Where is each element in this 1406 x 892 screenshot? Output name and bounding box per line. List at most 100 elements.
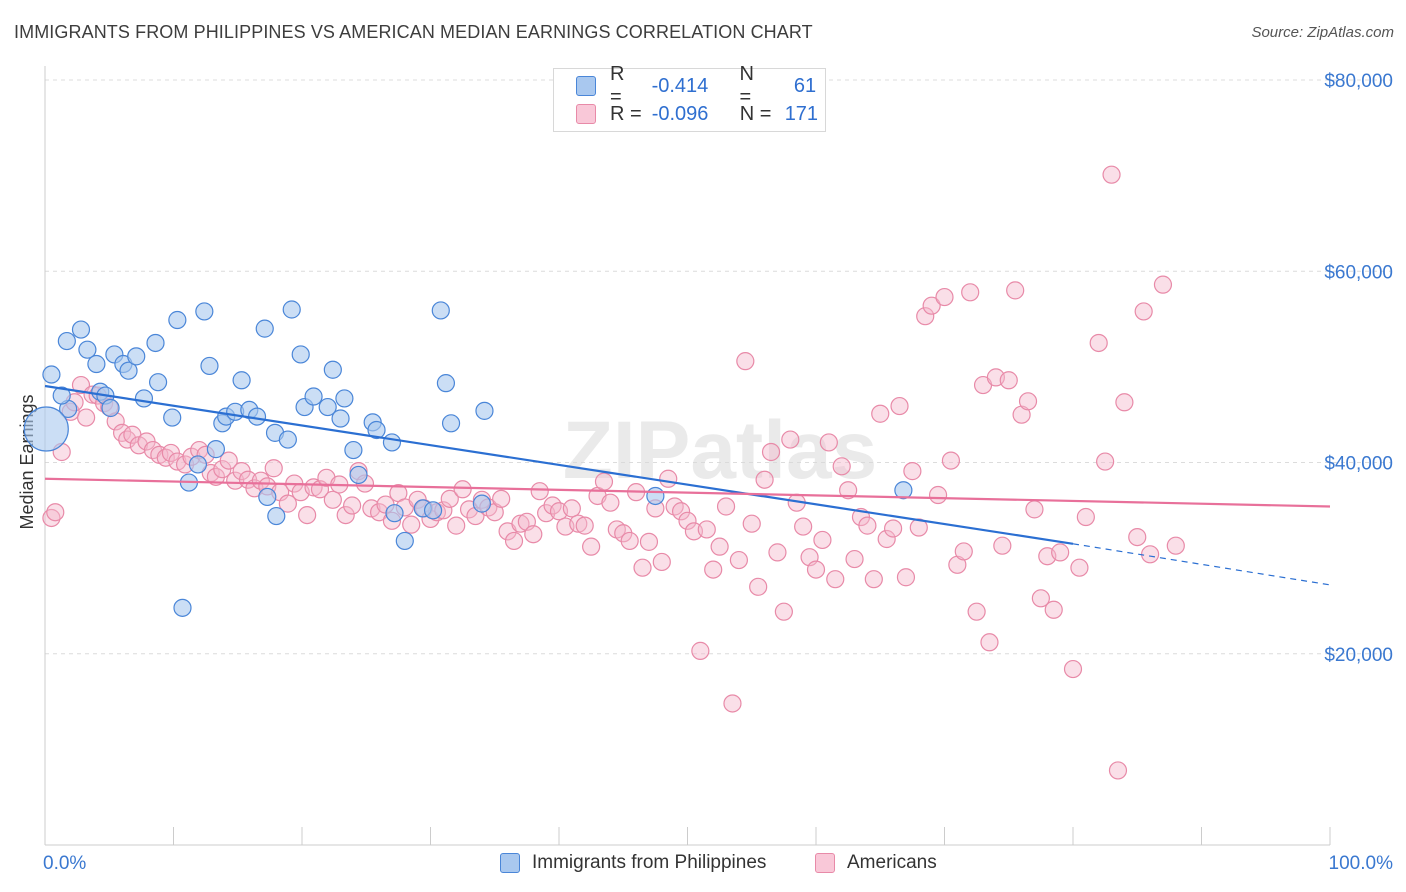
americans-point — [671, 502, 691, 521]
americans-point — [1063, 659, 1083, 679]
philippines-trend-extension — [1072, 543, 1331, 586]
philippines-point — [367, 420, 386, 440]
americans-point — [524, 525, 543, 544]
americans-point — [1031, 589, 1050, 608]
americans-point — [832, 457, 851, 476]
americans-point — [742, 514, 761, 533]
philippines-point — [258, 487, 277, 507]
legend-label-philippines: Immigrants from Philippines — [532, 852, 767, 873]
americans-point — [1089, 333, 1108, 353]
philippines-point — [101, 398, 120, 418]
y-tick-label: $40,000 — [1324, 454, 1393, 475]
americans-point — [492, 489, 511, 508]
philippines-point — [344, 440, 363, 460]
americans-point — [1134, 302, 1153, 321]
americans-point — [304, 478, 323, 497]
americans-point — [639, 532, 659, 551]
americans-point — [755, 470, 774, 489]
philippines-point — [52, 386, 71, 405]
americans-point — [226, 471, 245, 490]
n-label: N = — [739, 102, 772, 125]
americans-point — [890, 396, 909, 416]
americans-point — [440, 489, 459, 508]
philippines-point — [646, 486, 665, 506]
philippines-point — [42, 365, 61, 384]
philippines-point — [278, 430, 297, 449]
series-legend: Immigrants from Philippines Americans — [0, 852, 1406, 876]
legend-label-americans: Americans — [847, 852, 937, 873]
americans-point — [504, 531, 524, 551]
americans-point — [954, 542, 973, 561]
americans-point — [1070, 558, 1089, 577]
americans-point — [575, 516, 594, 535]
americans-point — [511, 514, 530, 533]
stats-legend: R = -0.414 N = 61 R = -0.096 N = 171 — [553, 63, 826, 132]
stats-legend-row-philippines: R = -0.414 N = 61 — [576, 63, 825, 108]
americans-point — [1025, 500, 1044, 519]
americans-point — [716, 497, 736, 516]
americans-point — [819, 433, 838, 452]
stats-legend-row-americans: R = -0.096 N = 171 — [576, 102, 821, 126]
philippines-point — [255, 319, 274, 338]
philippines-point — [423, 501, 443, 520]
americans-point — [903, 462, 922, 481]
americans-point — [697, 520, 716, 539]
americans-point — [916, 307, 935, 326]
americans-point — [839, 481, 858, 500]
americans-point — [569, 514, 588, 533]
americans-point — [723, 694, 742, 713]
legend-item-philippines[interactable]: Immigrants from Philippines — [500, 852, 766, 874]
americans-point — [1153, 275, 1173, 294]
americans-legend-swatch — [815, 853, 835, 873]
philippines-point — [87, 354, 106, 374]
americans-point — [864, 570, 883, 589]
philippines-point — [441, 414, 461, 433]
americans-point — [1115, 393, 1134, 412]
philippines-point — [267, 506, 286, 526]
r-value: -0.414 — [651, 74, 709, 97]
philippines-point — [323, 360, 342, 379]
y-tick-label: $60,000 — [1324, 262, 1393, 283]
americans-point — [704, 560, 723, 579]
americans-point — [620, 531, 639, 551]
americans-point — [806, 560, 826, 579]
y-tick-label: $20,000 — [1324, 645, 1393, 666]
n-value: 61 — [793, 74, 817, 97]
americans-point — [1128, 527, 1147, 547]
americans-point — [77, 408, 96, 427]
americans-point — [813, 530, 832, 550]
americans-point — [298, 505, 317, 525]
americans-point — [768, 543, 787, 562]
philippines-point — [127, 347, 146, 366]
americans-point — [774, 602, 793, 621]
philippines-point — [385, 504, 404, 523]
philippines-point — [335, 389, 354, 408]
philippines-point — [894, 481, 913, 500]
x-tick-label: 100.0% — [1329, 853, 1394, 874]
americans-point — [264, 459, 283, 478]
americans-point — [336, 505, 355, 525]
americans-point — [729, 550, 749, 570]
americans-swatch — [576, 104, 596, 124]
americans-point — [447, 516, 466, 535]
philippines-point — [168, 310, 187, 330]
americans-point — [1076, 507, 1095, 527]
x-tick-label: 0.0% — [43, 853, 86, 874]
americans-point — [1051, 543, 1070, 562]
philippines-point — [282, 300, 301, 319]
americans-point — [980, 633, 999, 652]
americans-point — [935, 287, 954, 307]
americans-point — [601, 493, 620, 512]
philippines-point — [23, 406, 69, 452]
philippines-point — [472, 494, 491, 513]
philippines-point — [436, 374, 456, 393]
philippines-point — [148, 373, 168, 392]
philippines-point — [304, 387, 323, 406]
r-value: -0.096 — [651, 102, 709, 125]
legend-item-americans[interactable]: Americans — [815, 852, 937, 874]
philippines-point — [331, 409, 350, 428]
americans-point — [1096, 452, 1115, 471]
americans-point — [877, 529, 896, 549]
philippines-point — [200, 356, 219, 376]
